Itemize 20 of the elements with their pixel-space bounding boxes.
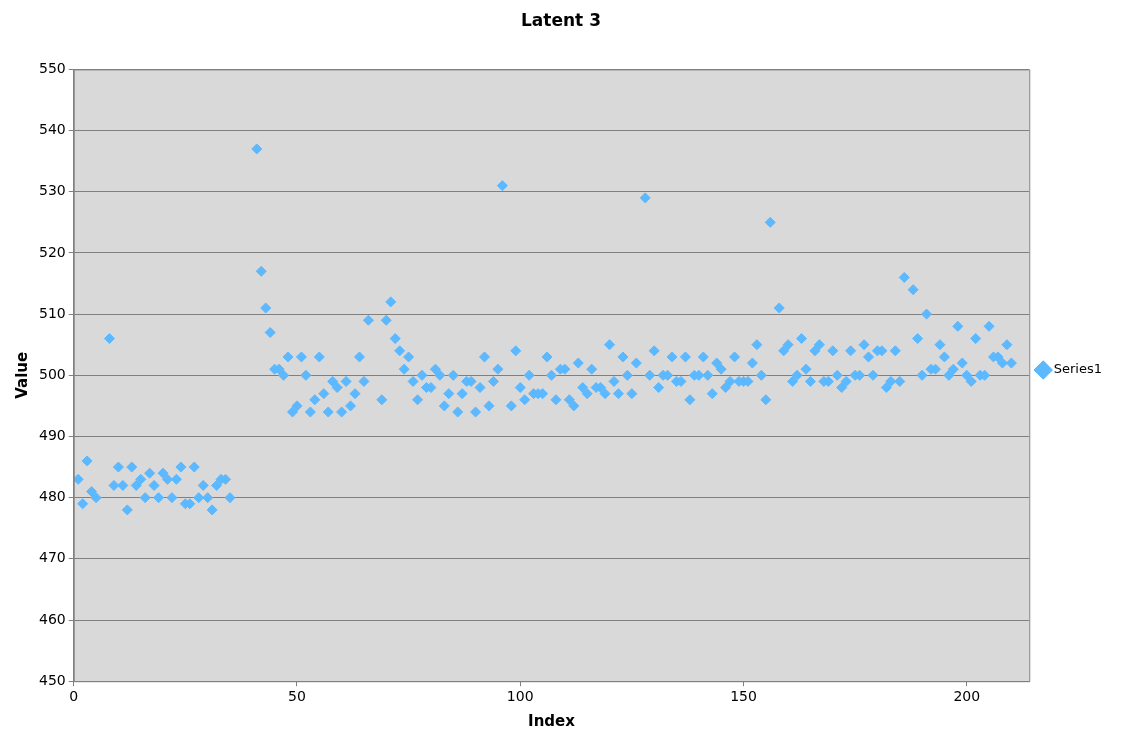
y-tick-label: 550	[38, 60, 66, 77]
y-axis-title: Value	[12, 351, 31, 399]
y-tick-label: 530	[38, 182, 66, 199]
y-tick-label: 520	[38, 243, 66, 260]
y-tick-label: 450	[38, 671, 66, 688]
x-tick-label: 150	[730, 688, 757, 705]
legend-label: Series1	[1053, 361, 1102, 377]
y-tick-label: 480	[38, 488, 66, 505]
x-tick-label: 50	[288, 688, 306, 705]
x-axis-title: Index	[528, 711, 576, 730]
y-tick-label: 510	[38, 304, 66, 321]
x-tick-label: 0	[69, 688, 79, 705]
y-tick-label: 490	[38, 427, 66, 444]
x-tick-label: 100	[506, 688, 534, 705]
y-tick-label: 540	[38, 121, 66, 138]
y-tick-label: 500	[38, 365, 66, 382]
x-tick-label: 200	[953, 688, 981, 705]
y-tick-label: 460	[38, 610, 66, 627]
chart-title: Latent 3	[521, 9, 601, 30]
y-tick-label: 470	[38, 549, 66, 566]
